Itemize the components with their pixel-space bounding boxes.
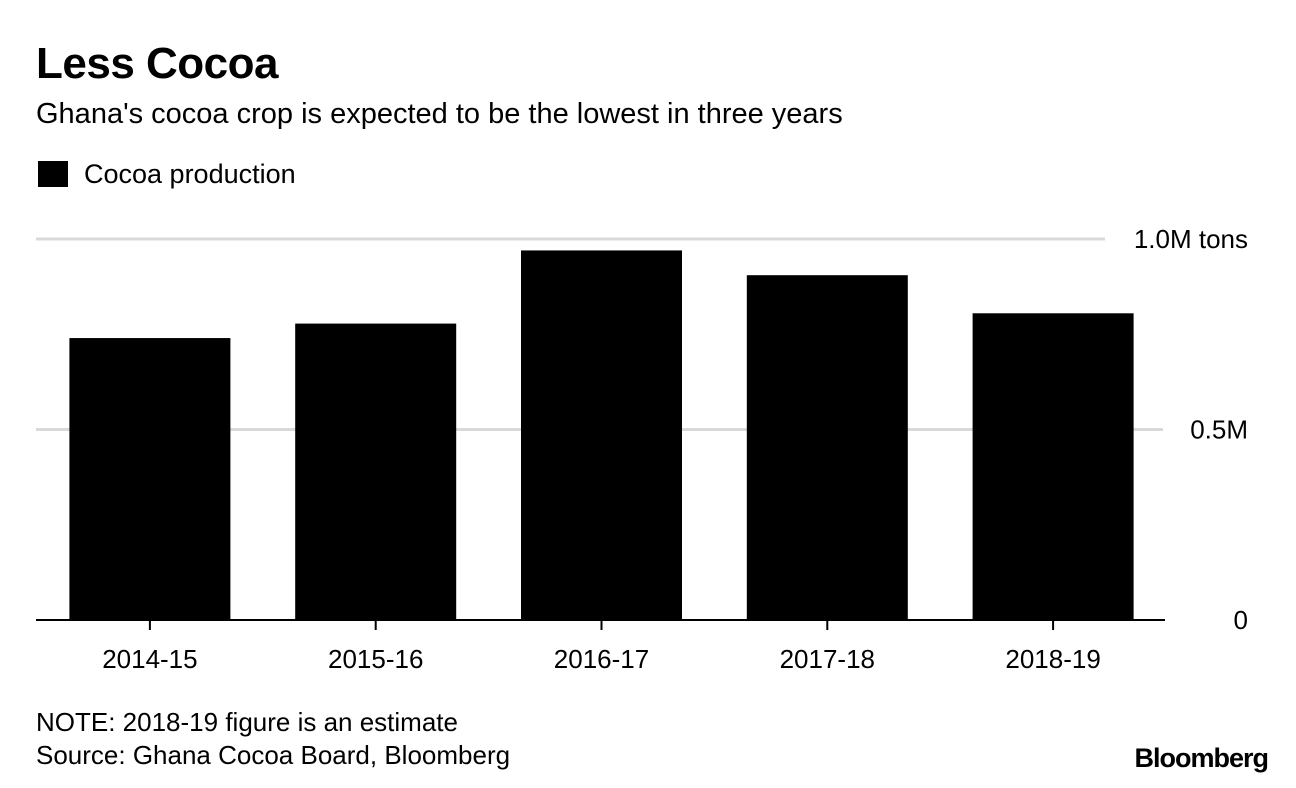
bars bbox=[69, 250, 1134, 620]
bar-2018-19 bbox=[972, 313, 1134, 620]
legend-swatch bbox=[38, 161, 68, 187]
x-axis-labels: 2014-15 2015-16 2016-17 2017-18 2018-19 bbox=[102, 644, 1101, 674]
note-text: NOTE: 2018-19 figure is an estimate bbox=[36, 707, 458, 737]
x-tick-label: 2014-15 bbox=[102, 644, 197, 674]
x-tick-label: 2015-16 bbox=[328, 644, 423, 674]
y-axis-labels: 0 0.5M 1.0M tons bbox=[1134, 224, 1248, 635]
y-tick-label: 1.0M tons bbox=[1134, 224, 1248, 254]
bar-2015-16 bbox=[295, 323, 457, 620]
chart-subtitle: Ghana's cocoa crop is expected to be the… bbox=[36, 98, 843, 130]
bar-chart: 0 0.5M 1.0M tons 2014-15 2015-16 2016-17 2017… bbox=[36, 224, 1248, 674]
x-tick-label: 2018-19 bbox=[1005, 644, 1100, 674]
legend-label: Cocoa production bbox=[84, 159, 296, 189]
bar-2016-17 bbox=[521, 250, 682, 620]
footnote: NOTE: 2018-19 figure is an estimate Sour… bbox=[36, 706, 510, 772]
y-tick-label: 0.5M bbox=[1190, 415, 1248, 445]
chart-title: Less Cocoa bbox=[36, 39, 278, 88]
x-tick-label: 2017-18 bbox=[780, 644, 875, 674]
x-axis bbox=[36, 619, 1165, 630]
x-tick-label: 2016-17 bbox=[554, 644, 649, 674]
y-tick-label: 0 bbox=[1234, 605, 1248, 635]
source-text: Source: Ghana Cocoa Board, Bloomberg bbox=[36, 740, 511, 770]
bar-2014-15 bbox=[69, 338, 231, 620]
bloomberg-logo: Bloomberg bbox=[1134, 743, 1269, 773]
legend: Cocoa production bbox=[38, 156, 296, 192]
bar-2017-18 bbox=[746, 275, 908, 620]
